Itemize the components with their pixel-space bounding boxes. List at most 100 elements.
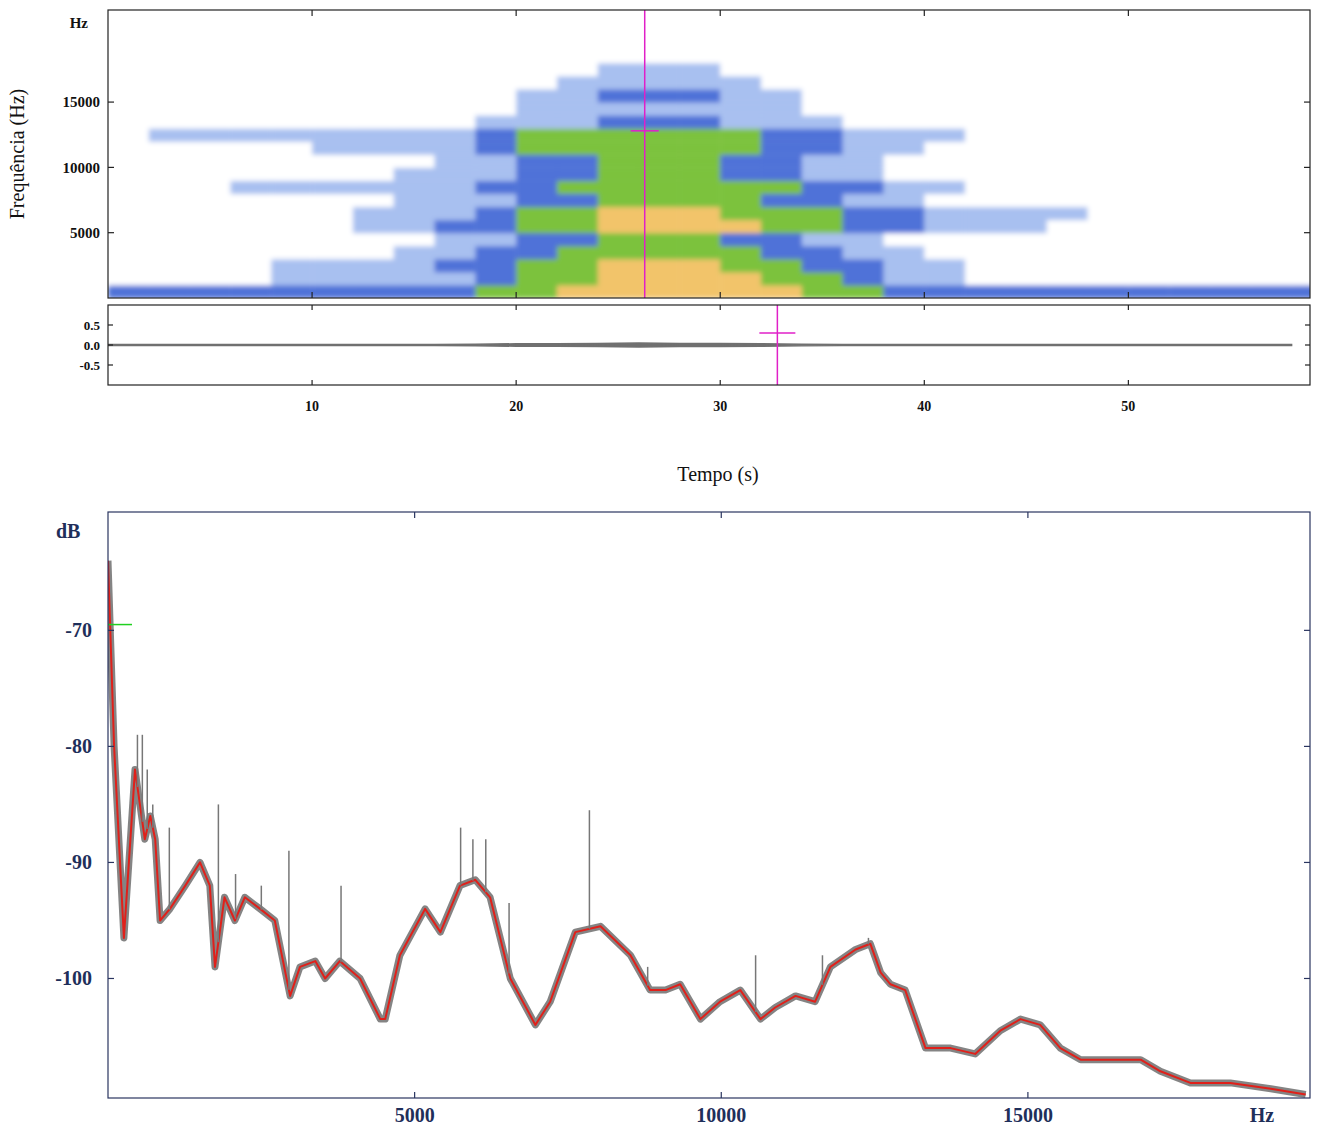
heat-cell: [802, 194, 843, 208]
heat-cell: [720, 259, 761, 273]
x-tick: [311, 292, 312, 298]
heat-cell: [353, 63, 394, 77]
heat-cell: [1128, 220, 1169, 234]
heat-cell: [761, 167, 802, 181]
heat-cell: [435, 285, 476, 298]
heat-cell: [190, 76, 231, 90]
heat-cell: [1128, 102, 1169, 116]
heat-cell: [1169, 102, 1210, 116]
heat-cell: [1292, 167, 1310, 181]
heat-cell: [108, 272, 149, 286]
heat-cell: [679, 102, 720, 116]
heat-cell: [598, 115, 639, 129]
heat-cell: [149, 194, 190, 208]
heat-cell: [1210, 141, 1251, 155]
heat-cell: [1088, 272, 1129, 286]
heat-cell: [720, 233, 761, 247]
heat-cell: [353, 259, 394, 273]
heat-cell: [598, 102, 639, 116]
heat-cell: [883, 207, 924, 221]
x-tick: [924, 10, 925, 16]
heat-cell: [435, 128, 476, 142]
heat-cell: [435, 76, 476, 90]
heat-cell: [435, 63, 476, 77]
y-tick: [1304, 630, 1310, 631]
heat-cell: [475, 154, 516, 168]
heat-cell: [802, 63, 843, 77]
heat-cell: [802, 180, 843, 194]
heat-cell: [230, 154, 271, 168]
heat-cell: [843, 233, 884, 247]
heat-cell: [720, 89, 761, 103]
heat-cell: [1292, 154, 1310, 168]
heat-cell: [1047, 207, 1088, 221]
heat-cell: [1088, 141, 1129, 155]
heat-cell: [1006, 115, 1047, 129]
heat-cell: [353, 102, 394, 116]
heat-cell: [1169, 180, 1210, 194]
heat-cell: [883, 167, 924, 181]
heat-cell: [1251, 167, 1292, 181]
heat-cell: [394, 272, 435, 286]
heat-cell: [271, 167, 312, 181]
heat-cell: [720, 128, 761, 142]
heat-cell: [1006, 285, 1047, 298]
heat-cell: [516, 233, 557, 247]
heat-cell: [1088, 259, 1129, 273]
heat-cell: [1047, 50, 1088, 64]
heat-cell: [720, 180, 761, 194]
heat-cell: [1006, 167, 1047, 181]
heat-cell: [924, 154, 965, 168]
x-tick-label: 20: [509, 399, 523, 414]
heat-cell: [353, 207, 394, 221]
heat-cell: [761, 154, 802, 168]
heat-cell: [843, 194, 884, 208]
heat-cell: [1210, 167, 1251, 181]
heat-cell: [679, 89, 720, 103]
heat-cell: [843, 259, 884, 273]
heat-cell: [1210, 63, 1251, 77]
heat-cell: [1128, 141, 1169, 155]
heat-cell: [557, 194, 598, 208]
heat-cell: [924, 272, 965, 286]
heat-cell: [312, 259, 353, 273]
heat-cell: [312, 207, 353, 221]
heat-cell: [1169, 207, 1210, 221]
heat-cell: [557, 285, 598, 298]
spike: [169, 828, 171, 910]
heat-cell: [802, 102, 843, 116]
heat-cell: [1047, 102, 1088, 116]
heat-cell: [435, 194, 476, 208]
heat-cell: [516, 141, 557, 155]
heat-cell: [843, 115, 884, 129]
heat-cell: [1251, 180, 1292, 194]
spike: [485, 839, 487, 892]
heat-cell: [149, 259, 190, 273]
spike: [235, 874, 237, 919]
heat-cell: [965, 167, 1006, 181]
heat-cell: [312, 141, 353, 155]
heat-cell: [475, 233, 516, 247]
heat-cell: [1251, 194, 1292, 208]
heat-cell: [108, 259, 149, 273]
heat-cell: [271, 246, 312, 260]
y-unit: dB: [56, 520, 80, 542]
heat-cell: [1251, 285, 1292, 298]
heat-cell: [271, 128, 312, 142]
x-tick: [516, 292, 517, 298]
heat-cell: [965, 89, 1006, 103]
heat-cell: [1128, 259, 1169, 273]
heat-cell: [1169, 115, 1210, 129]
heat-cell: [516, 63, 557, 77]
heat-cell: [720, 63, 761, 77]
heat-cell: [1088, 246, 1129, 260]
heat-cell: [190, 272, 231, 286]
heat-cell: [924, 246, 965, 260]
y-tick: [108, 324, 113, 325]
heat-cell: [679, 167, 720, 181]
heat-cell: [1006, 220, 1047, 234]
heat-cell: [394, 76, 435, 90]
heat-cell: [475, 246, 516, 260]
heat-cell: [271, 233, 312, 247]
heat-cell: [1088, 167, 1129, 181]
